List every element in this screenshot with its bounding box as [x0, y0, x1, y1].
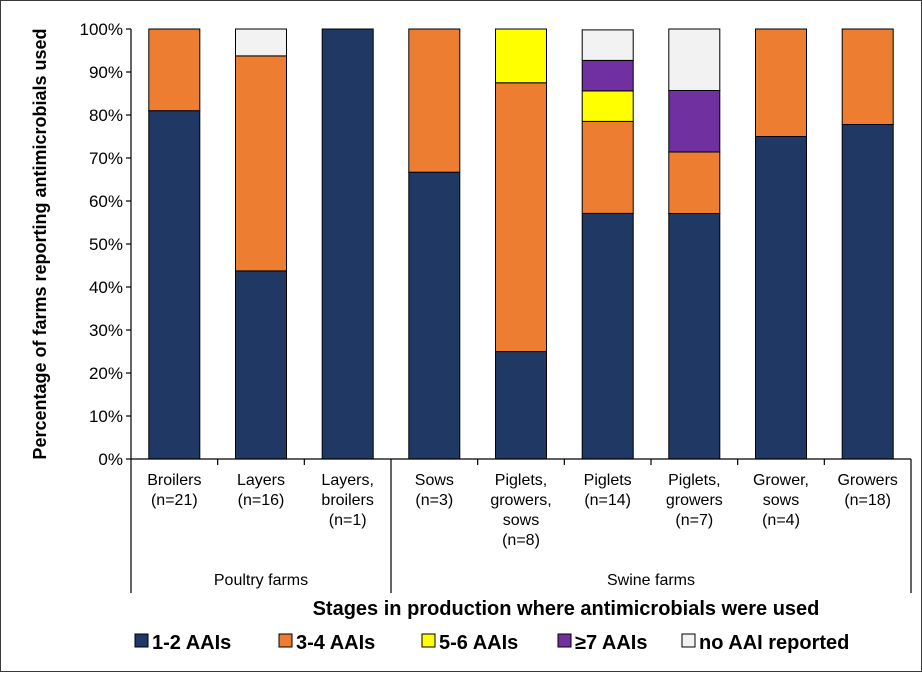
- bar-segment-5-2: [581, 90, 634, 122]
- bars-layer: [148, 28, 894, 460]
- y-axis-title: Percentage of farms reporting antimicrob…: [30, 28, 50, 459]
- bar-segment-3-1: [408, 28, 461, 173]
- bar-segment-5-4: [581, 29, 634, 61]
- bar-segment-4-1: [495, 82, 547, 353]
- labels-layer: Percentage of farms reporting antimicrob…: [30, 28, 819, 620]
- x-axis-title: Stages in production where antimicrobial…: [313, 598, 820, 620]
- category-label: Grower, sows (n=4): [753, 472, 809, 529]
- y-tick-label: 10%: [89, 407, 123, 426]
- y-tick-label: 90%: [89, 63, 123, 82]
- bar-segment-8-1: [841, 28, 894, 125]
- bar-segment-6-4: [668, 28, 721, 91]
- bar-segment-0-0: [148, 110, 201, 460]
- axes-layer: 0% 10% 20% 30% 40% 50% 60% 70% 80% 90% 100% Broiler…: [80, 20, 912, 593]
- y-tick-label: 40%: [89, 278, 123, 297]
- legend-label: 5-6 AAIs: [439, 632, 518, 654]
- bar-segment-6-0: [668, 213, 721, 460]
- legend-label: no AAI reported: [699, 632, 849, 654]
- bar-segment-4-0: [495, 351, 547, 460]
- legend-label: ≥7 AAIs: [575, 632, 647, 654]
- legend-swatch: [278, 633, 293, 648]
- bar-segment-5-3: [581, 59, 634, 92]
- legend-swatch: [681, 633, 696, 648]
- bar-segment-6-3: [668, 90, 721, 153]
- bar-segment-7-0: [755, 136, 807, 460]
- y-tick-label: 20%: [89, 364, 123, 383]
- bar-segment-8-0: [841, 124, 894, 460]
- y-tick-label: 70%: [89, 149, 123, 168]
- legend-swatch: [421, 633, 436, 648]
- category-label: Broilers (n=21): [147, 472, 201, 509]
- y-tick-label: 100%: [80, 20, 123, 39]
- bar-segment-5-1: [581, 120, 634, 214]
- category-label: Layers (n=16): [237, 472, 285, 509]
- category-label: Growers (n=18): [837, 472, 897, 509]
- group-label: Swine farms: [607, 572, 695, 589]
- category-label: Sows (n=3): [415, 472, 454, 509]
- bar-segment-7-1: [755, 28, 807, 137]
- category-label: Piglets (n=14): [584, 472, 632, 509]
- y-tick-label: 60%: [89, 192, 123, 211]
- y-tick-label: 30%: [89, 321, 123, 340]
- category-label: Layers, broilers (n=1): [321, 472, 373, 529]
- legend-label: 3-4 AAIs: [296, 632, 375, 654]
- bar-segment-6-1: [668, 151, 721, 214]
- legend-swatch: [134, 633, 149, 648]
- bar-segment-1-0: [235, 270, 287, 460]
- bar-segment-2-0: [321, 28, 374, 460]
- legend: 1-2 AAIs 3-4 AAIs 5-6 AAIs ≥7 AAIs no AAI re…: [134, 632, 849, 654]
- bar-segment-3-0: [408, 171, 461, 460]
- group-label: Poultry farms: [214, 572, 308, 589]
- bar-segment-1-1: [235, 55, 287, 272]
- legend-swatch: [557, 633, 572, 648]
- bar-segment-1-4: [235, 28, 287, 57]
- category-label: Piglets, growers, sows (n=8): [490, 472, 551, 549]
- bar-segment-4-2: [495, 28, 547, 84]
- y-tick-label: 0%: [98, 450, 123, 469]
- category-label: Piglets, growers (n=7): [666, 472, 723, 529]
- bar-segment-5-0: [581, 213, 634, 460]
- legend-label: 1-2 AAIs: [152, 632, 231, 654]
- bar-segment-0-1: [148, 28, 201, 112]
- y-tick-label: 80%: [89, 106, 123, 125]
- y-tick-label: 50%: [89, 235, 123, 254]
